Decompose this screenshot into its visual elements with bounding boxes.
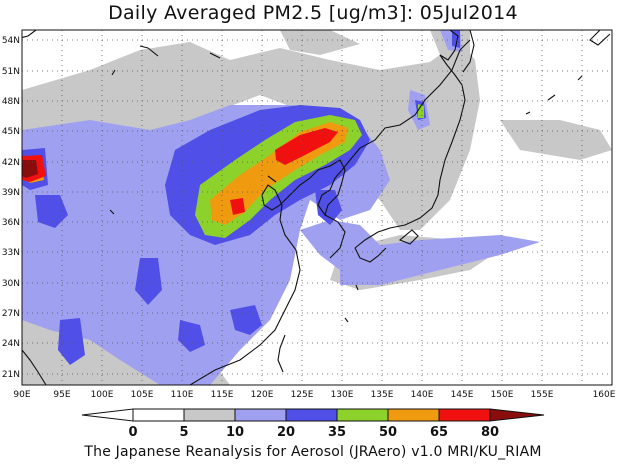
colorbar-label: 20 — [277, 425, 295, 440]
colorbar-segment — [183, 408, 236, 422]
colorbar-segment — [81, 408, 134, 422]
colorbar-segment — [234, 408, 287, 422]
lat-label: 42N — [2, 158, 20, 168]
colorbar-label: 50 — [379, 425, 397, 440]
colorbar-label: 65 — [430, 425, 448, 440]
colorbar-label: 5 — [179, 425, 188, 440]
lat-label: 48N — [2, 97, 20, 107]
latitude-labels: 54N 51N 48N 45N 42N 39N 36N 33N 30N 27N … — [2, 36, 20, 380]
lon-label: 150E — [491, 390, 514, 400]
colorbar-segment — [132, 408, 185, 422]
footer-credit: The Japanese Reanalysis for Aerosol (JRA… — [84, 444, 542, 460]
lon-label: 115E — [211, 390, 234, 400]
lon-label: 120E — [251, 390, 274, 400]
lon-label: 100E — [91, 390, 114, 400]
lon-label: 160E — [593, 390, 616, 400]
lon-label: 90E — [13, 390, 30, 400]
lat-label: 30N — [2, 279, 20, 289]
coastline — [22, 30, 611, 385]
map-frame — [21, 29, 613, 386]
lat-label: 51N — [2, 67, 20, 77]
lon-label: 155E — [531, 390, 554, 400]
lon-label: 130E — [331, 390, 354, 400]
lat-label: 45N — [2, 127, 20, 137]
lon-label: 145E — [451, 390, 474, 400]
lat-label: 24N — [2, 339, 20, 349]
colorbar-label: 10 — [226, 425, 244, 440]
colorbar-segment — [438, 408, 491, 422]
lon-label: 105E — [131, 390, 154, 400]
lat-label: 36N — [2, 218, 20, 228]
lon-label: 95E — [53, 390, 70, 400]
colorbar-segment — [489, 408, 545, 422]
lat-label: 21N — [2, 370, 20, 380]
longitude-labels: 90E 95E 100E 105E 110E 115E 120E 125E 13… — [13, 390, 615, 400]
colorbar-label: 35 — [328, 425, 346, 440]
pm25-map: 54N 51N 48N 45N 42N 39N 36N 33N 30N 27N … — [2, 29, 616, 440]
colorbar — [81, 408, 545, 422]
map-title: Daily Averaged PM2.5 [ug/m3]: 05Jul2014 — [108, 2, 518, 24]
lat-label: 33N — [2, 248, 20, 258]
lon-label: 125E — [291, 390, 314, 400]
lat-label: 27N — [2, 309, 20, 319]
colorbar-label: 80 — [481, 425, 499, 440]
colorbar-segment — [285, 408, 338, 422]
colorbar-segment — [336, 408, 389, 422]
colorbar-segment — [387, 408, 440, 422]
graticule — [22, 30, 612, 385]
lat-label: 39N — [2, 188, 20, 198]
lon-label: 135E — [371, 390, 394, 400]
contour-80-plus — [22, 160, 38, 178]
colorbar-labels: 0 5 10 20 35 50 65 80 — [128, 425, 499, 440]
lat-label: 54N — [2, 36, 20, 46]
colorbar-label: 0 — [128, 425, 137, 440]
lon-label: 140E — [411, 390, 434, 400]
lon-label: 110E — [171, 390, 194, 400]
